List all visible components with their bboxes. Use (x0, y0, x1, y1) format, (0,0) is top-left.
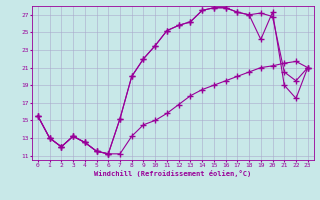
X-axis label: Windchill (Refroidissement éolien,°C): Windchill (Refroidissement éolien,°C) (94, 170, 252, 177)
